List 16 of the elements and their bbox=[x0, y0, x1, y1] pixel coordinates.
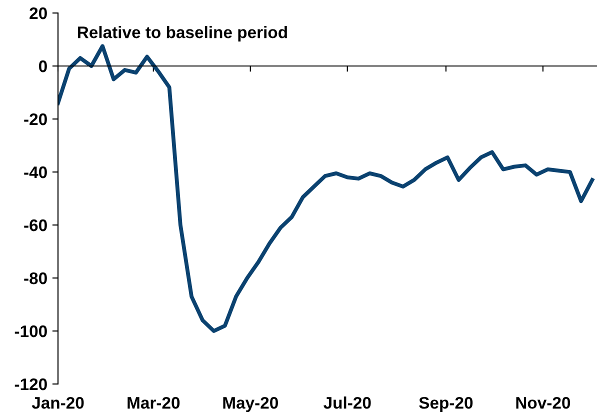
y-tick-label: -120 bbox=[14, 378, 47, 390]
y-tick-label: -60 bbox=[24, 219, 47, 232]
x-tick-label: Jan-20 bbox=[32, 396, 84, 409]
y-tick-label: -40 bbox=[24, 166, 47, 178]
y-tick-label: 20 bbox=[30, 7, 47, 20]
x-tick-label: May-20 bbox=[223, 396, 278, 412]
x-tick-label: Jul-20 bbox=[324, 396, 371, 409]
y-tick-label: -100 bbox=[14, 325, 47, 338]
y-tick-label: -20 bbox=[24, 113, 47, 126]
line-series bbox=[58, 44, 594, 333]
x-tick-label: Nov-20 bbox=[516, 396, 570, 409]
x-tick-label: Sep-20 bbox=[419, 396, 473, 412]
x-tick-label: Mar-20 bbox=[128, 396, 180, 409]
y-tick-label: -80 bbox=[24, 272, 47, 284]
y-tick-label: 0 bbox=[38, 60, 47, 72]
text: Relative to baseline period bbox=[78, 26, 287, 42]
